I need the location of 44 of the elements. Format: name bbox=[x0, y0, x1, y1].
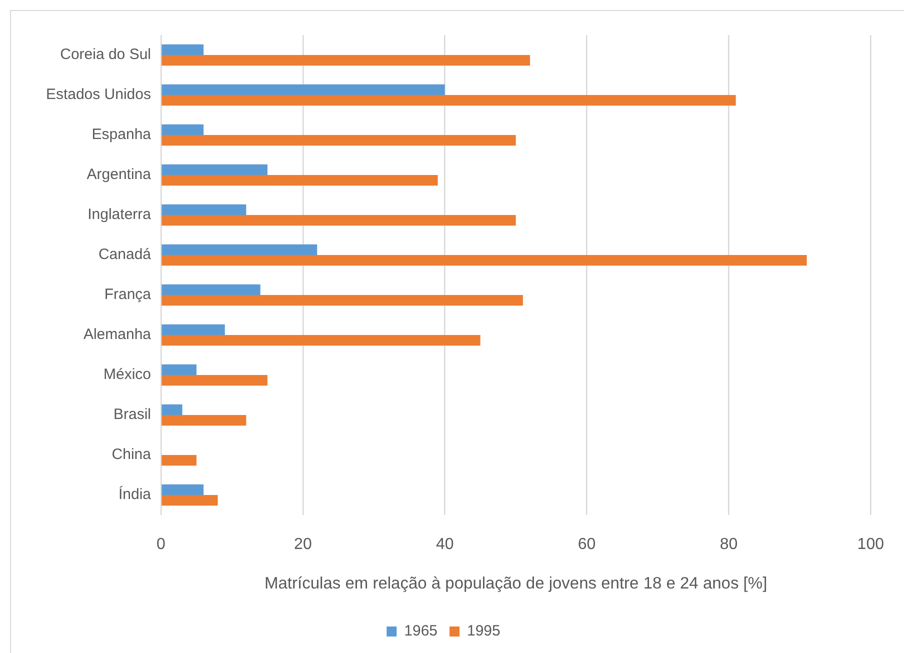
legend-label: 1995 bbox=[467, 622, 500, 640]
x-tick-label: 40 bbox=[436, 536, 454, 554]
legend-label: 1965 bbox=[404, 622, 438, 640]
bar bbox=[162, 164, 268, 175]
x-tick-label: 20 bbox=[294, 536, 312, 554]
bar bbox=[162, 244, 318, 255]
bar bbox=[162, 84, 445, 95]
y-tick-label: China bbox=[112, 446, 152, 464]
x-tick-label: 100 bbox=[857, 536, 884, 554]
y-tick-label: Estados Unidos bbox=[46, 86, 151, 104]
bar bbox=[162, 415, 246, 426]
x-tick-label: 60 bbox=[578, 536, 596, 554]
bar bbox=[162, 324, 225, 335]
bar bbox=[162, 404, 182, 415]
bar bbox=[162, 455, 196, 466]
bar bbox=[162, 55, 530, 66]
bar bbox=[162, 175, 438, 186]
bar bbox=[162, 284, 260, 295]
bar bbox=[162, 364, 196, 375]
bar bbox=[162, 255, 807, 266]
bar bbox=[162, 495, 218, 506]
bar bbox=[162, 215, 516, 226]
bar bbox=[162, 95, 736, 106]
bar bbox=[162, 135, 516, 146]
y-tick-label: França bbox=[104, 286, 152, 304]
y-tick-label: Alemanha bbox=[83, 326, 152, 344]
y-tick-label: Coreia do Sul bbox=[60, 46, 151, 64]
bar bbox=[162, 124, 204, 135]
bar bbox=[162, 204, 246, 215]
x-axis-title: Matrículas em relação à população de jovens entre 18 e 24 anos [%] bbox=[264, 574, 768, 593]
bar bbox=[162, 484, 204, 495]
x-tick-label: 0 bbox=[156, 536, 166, 554]
y-tick-label: México bbox=[103, 366, 151, 384]
x-tick-label: 80 bbox=[720, 536, 738, 554]
bar bbox=[162, 335, 480, 346]
y-tick-label: Argentina bbox=[86, 166, 152, 184]
y-tick-label: Inglaterra bbox=[88, 206, 152, 224]
bar bbox=[162, 375, 268, 386]
bar bbox=[162, 44, 204, 55]
y-tick-label: Brasil bbox=[113, 406, 151, 424]
y-tick-label: Canadá bbox=[98, 246, 152, 264]
y-tick-label: Índia bbox=[118, 485, 152, 504]
y-tick-label: Espanha bbox=[92, 126, 152, 144]
bar bbox=[162, 295, 523, 306]
